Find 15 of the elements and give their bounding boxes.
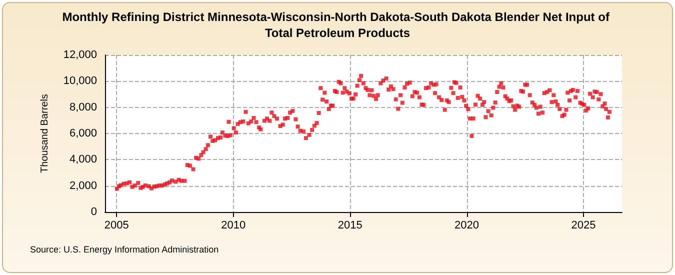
- x-tick-label: 2025: [571, 220, 596, 232]
- y-tick-label: 10,000: [63, 75, 97, 88]
- x-tick-label: 2015: [338, 220, 362, 232]
- x-tick-label: 2020: [454, 220, 480, 232]
- chart-title: Monthly Refining District Minnesota-Wisconsin-North Dakota-South Dakota Blender Net Input of Total Petroleum Products: [62, 10, 613, 40]
- y-tick-label: 4,000: [69, 154, 97, 166]
- source-note: Source: U.S. Energy Information Administration: [30, 244, 219, 254]
- y-tick-label: 6,000: [69, 128, 97, 140]
- y-axis-title: Thousand Barrels: [40, 94, 50, 173]
- y-tick-label: 0: [90, 206, 97, 218]
- y-tick-label: 8,000: [69, 101, 97, 114]
- y-tick-label: 12,000: [63, 49, 97, 61]
- x-tick-label: 2005: [104, 220, 129, 232]
- x-tick-label: 2010: [221, 220, 246, 232]
- y-tick-label: 2,000: [69, 180, 97, 192]
